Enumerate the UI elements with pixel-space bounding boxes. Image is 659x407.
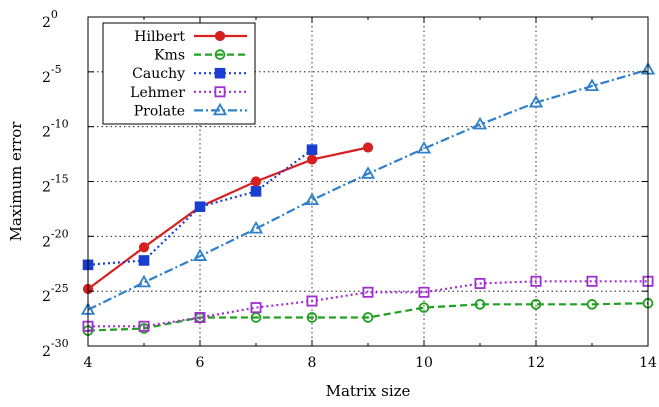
legend-label: Hilbert	[134, 29, 185, 45]
legend-label: Lehmer	[130, 85, 185, 101]
series-point	[306, 154, 318, 165]
x-tick-label: 8	[308, 355, 317, 371]
legend-label: Prolate	[134, 103, 185, 119]
series-line	[87, 68, 649, 311]
legend: Hilbert Kms Cauchy Lehmer Prolate	[102, 22, 256, 125]
series-point	[530, 299, 542, 310]
legend-marker	[214, 86, 226, 98]
series-0	[82, 142, 374, 295]
series-point	[474, 277, 486, 289]
series-point	[306, 295, 318, 307]
y-tick-label: 2-5	[42, 63, 62, 86]
series-point	[250, 186, 262, 197]
series-point	[362, 286, 374, 298]
series-point	[362, 142, 374, 153]
series-point	[474, 299, 486, 310]
series-point	[136, 274, 152, 288]
legend-marker	[214, 67, 226, 79]
legend-label: Kms	[154, 48, 185, 64]
y-tick-label: 2-30	[42, 337, 69, 360]
series-point	[586, 275, 598, 287]
series-point	[584, 78, 600, 91]
series-point	[248, 221, 264, 234]
series-point	[306, 144, 318, 155]
series-point	[138, 320, 150, 332]
series-point	[138, 242, 150, 253]
series-point	[194, 201, 206, 213]
series-point	[304, 192, 320, 206]
y-tick-label: 2-10	[42, 118, 69, 141]
series-point	[416, 140, 432, 154]
series-4	[80, 62, 656, 315]
series-point	[306, 312, 318, 323]
series-point	[418, 302, 430, 313]
series-point	[362, 312, 374, 323]
series-point	[194, 311, 206, 323]
series-point	[192, 248, 208, 261]
x-tick-label: 12	[527, 355, 545, 371]
series-line	[87, 302, 649, 332]
y-axis-title: Maximum error	[7, 121, 25, 242]
series-point	[360, 166, 376, 179]
x-axis-title: Matrix size	[326, 382, 411, 400]
legend-marker	[214, 30, 226, 42]
series-point	[472, 116, 488, 130]
series-point	[528, 94, 544, 108]
legend-marker	[212, 102, 228, 116]
y-axis: 20 2-5 2-10 2-15 2-20 2-25 2-30	[42, 8, 648, 360]
x-tick-label: 4	[84, 355, 93, 371]
y-tick-label: 20	[42, 8, 58, 31]
legend-marker	[214, 49, 226, 60]
series-point	[530, 275, 542, 287]
series-point	[418, 286, 430, 298]
series-point	[250, 302, 262, 314]
series-point	[138, 255, 150, 266]
series-point	[586, 299, 598, 310]
x-tick-label: 6	[196, 355, 205, 371]
series-point	[250, 176, 262, 187]
y-tick-label: 2-20	[42, 227, 69, 250]
series-1	[82, 297, 654, 336]
series-layer	[80, 62, 656, 336]
x-tick-label: 10	[415, 355, 433, 371]
y-tick-label: 2-25	[42, 282, 69, 305]
x-axis: 4 6 8 10 12 14	[84, 17, 657, 371]
series-line	[87, 148, 313, 266]
x-tick-label: 14	[639, 355, 657, 371]
y-tick-label: 2-15	[42, 173, 69, 196]
series-line	[88, 280, 648, 328]
legend-label: Cauchy	[132, 66, 185, 82]
series-line	[87, 146, 369, 290]
